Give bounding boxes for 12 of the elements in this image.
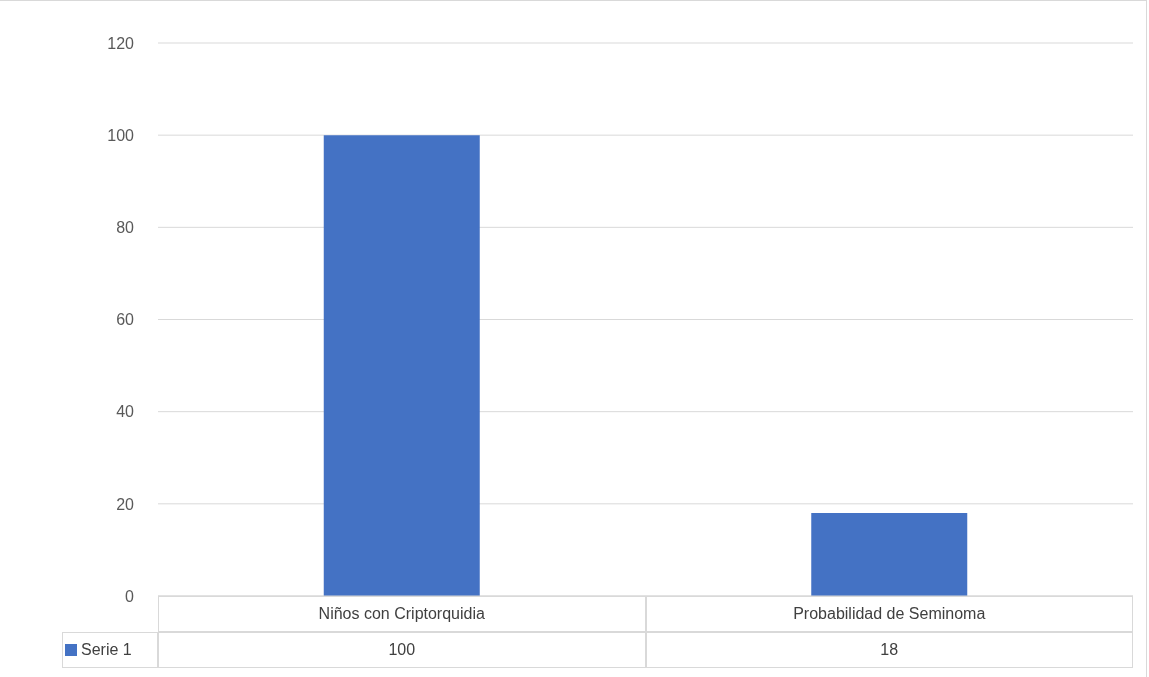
legend-label: Serie 1 (80, 641, 133, 659)
y-tick-label: 100 (107, 126, 135, 144)
y-tick-label: 0 (125, 587, 135, 605)
data-label: 18 (645, 632, 1133, 668)
y-tick-label: 80 (116, 219, 135, 237)
x-tick-label: Probabilidad de Seminoma (645, 596, 1133, 632)
y-tick-label: 20 (116, 495, 135, 513)
data-label: 100 (158, 632, 646, 668)
y-tick-label: 60 (116, 311, 135, 329)
y-tick-label: 120 (107, 34, 135, 52)
x-tick-label: Niños con Criptorquidia (158, 596, 646, 632)
y-tick-label: 40 (116, 403, 135, 421)
